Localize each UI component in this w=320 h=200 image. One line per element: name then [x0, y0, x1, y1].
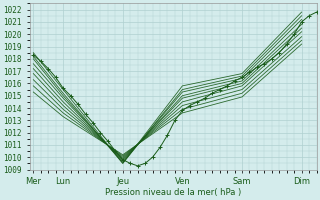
X-axis label: Pression niveau de la mer( hPa ): Pression niveau de la mer( hPa ) [105, 188, 241, 197]
